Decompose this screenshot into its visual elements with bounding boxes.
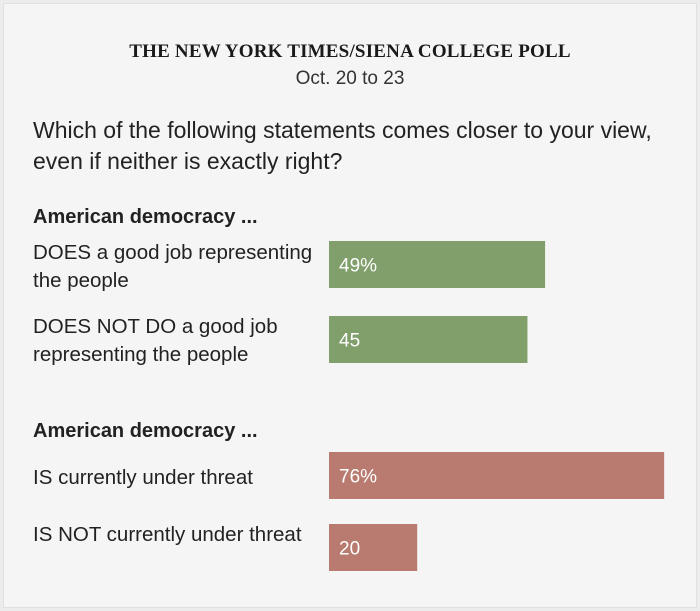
bar-1-1: [329, 241, 546, 288]
row-label-3: IS currently under threat: [33, 466, 253, 489]
bar-value-label-1-2: 45: [339, 331, 360, 352]
poll-question: Which of the following statements comes …: [33, 117, 652, 174]
row-label-4: IS NOT currently under threat: [33, 523, 302, 546]
row-label-2: DOES NOT DO a good job representing the …: [33, 315, 278, 366]
group-title-1: American democracy ...: [33, 206, 258, 228]
row-label-1: DOES a good job representing the people: [33, 241, 313, 292]
poll-dates: Oct. 20 to 23: [295, 68, 405, 89]
bar-value-label-2-2: 20: [339, 539, 360, 560]
bar-value-label-2-1: 76%: [339, 467, 377, 488]
group-title-2: American democracy ...: [33, 420, 258, 442]
poll-card: THE NEW YORK TIMES/SIENA COLLEGE POLL Oc…: [3, 3, 697, 608]
bar-2-1: [329, 452, 665, 499]
bar-2-2: [329, 524, 418, 571]
bar-1-2: [329, 316, 528, 363]
bar-value-label-1-1: 49%: [339, 256, 377, 277]
poll-source: THE NEW YORK TIMES/SIENA COLLEGE POLL: [129, 41, 571, 62]
bar-chart: 49% 45 76% 20: [329, 241, 665, 571]
